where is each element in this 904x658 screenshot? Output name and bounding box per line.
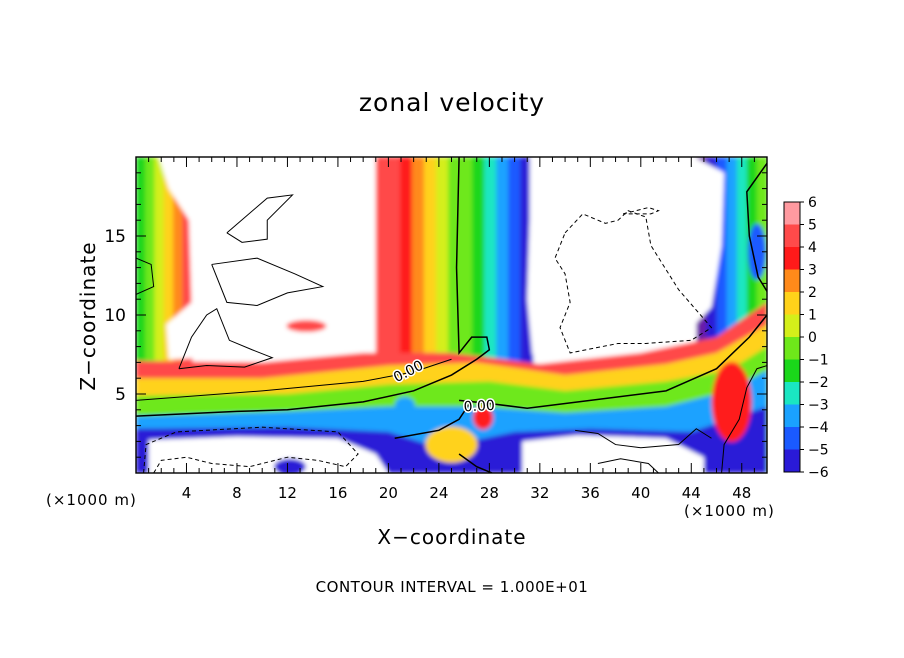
colorbar-swatch — [784, 224, 800, 248]
colorbar-swatch — [784, 269, 800, 293]
chart-title: zonal velocity — [358, 88, 546, 117]
x-tick-label: 28 — [480, 484, 499, 502]
dashed-contour-bottom — [143, 426, 359, 473]
left-edge-band — [145, 157, 156, 473]
colorbar-label: 4 — [808, 240, 817, 256]
colorbar-label: 5 — [808, 218, 817, 234]
contour-label: 0.00 — [463, 398, 495, 416]
x-axis-unit-left: (×1000 m) — [46, 491, 137, 509]
colorbar-swatch — [784, 359, 800, 383]
y-tick-label: 10 — [104, 306, 126, 326]
colorbar-label: −5 — [808, 443, 829, 459]
left-edge-band — [154, 157, 165, 473]
x-tick-label: 20 — [379, 484, 398, 502]
colorbar-swatch — [784, 337, 800, 360]
upper-right-still-region — [527, 157, 725, 355]
colorbar-label: 3 — [808, 263, 817, 279]
colorbar-label: −2 — [808, 375, 829, 391]
contour-upper-left — [136, 358, 452, 401]
colorbar-label: 2 — [808, 285, 817, 301]
left-edge-band — [163, 157, 175, 473]
lower-right-still-region — [522, 435, 704, 473]
colorbar-label: −3 — [808, 398, 829, 414]
contour-loop-1 — [226, 194, 294, 243]
right-edge-blue — [747, 223, 766, 280]
contour-right-column — [721, 365, 767, 473]
x-tick-label: 24 — [429, 484, 448, 502]
contour-lower-center — [394, 399, 473, 439]
colorbar-swatch — [784, 247, 800, 270]
colorbar-label: −1 — [808, 353, 829, 369]
x-tick-label: 32 — [530, 484, 549, 502]
right-edge-band — [706, 157, 718, 473]
y-tick-label: 5 — [115, 385, 126, 405]
x-axis-unit-right: (×1000 m) — [684, 502, 775, 520]
colorbar-label: 1 — [808, 308, 817, 324]
y-tick-label: 15 — [104, 227, 126, 247]
right-edge-band — [716, 157, 728, 473]
red-patch — [286, 320, 327, 333]
contour-bottom-right — [575, 428, 712, 449]
colorbar-swatch — [784, 202, 800, 225]
upper-left-still-region — [158, 157, 374, 360]
blue-spot — [394, 397, 415, 414]
y-axis-label: Z−coordinate — [76, 241, 100, 391]
contour-left-edge — [136, 257, 155, 295]
x-tick-label: 4 — [182, 484, 192, 502]
contour-interval-note: CONTOUR INTERVAL = 1.000E+01 — [315, 578, 589, 596]
right-red-column — [711, 361, 752, 442]
contour-lower-tail — [458, 453, 493, 473]
x-tick-label: 36 — [581, 484, 600, 502]
blue-patch — [273, 458, 306, 473]
colorbar: 6 5 4 3 2 1 0 −1 −2 −3 −4 −5 −6 — [783, 195, 829, 481]
field-layers — [136, 157, 767, 473]
colorbar-swatch — [784, 292, 800, 315]
x-tick-label: 8 — [232, 484, 242, 502]
x-tick-label: 48 — [732, 484, 751, 502]
colorbar-swatch — [784, 382, 800, 405]
colorbar-label: −6 — [808, 465, 829, 481]
yellow-patch — [425, 426, 478, 463]
colorbar-swatch — [784, 449, 800, 473]
x-tick-label: 40 — [631, 484, 650, 502]
lower-left-still-region — [148, 436, 389, 473]
dashed-contour-small — [623, 207, 660, 215]
zero-contour-left — [136, 157, 491, 417]
colorbar-swatch — [784, 404, 800, 428]
colorbar-label: 6 — [808, 195, 817, 211]
x-tick-label: 16 — [328, 484, 347, 502]
contour-loop-3 — [178, 307, 274, 370]
x-axis-label: X−coordinate — [0, 525, 904, 549]
contour-right-edge — [746, 162, 767, 292]
colorbar-label: −4 — [808, 420, 829, 436]
colorbar-swatch — [784, 427, 800, 450]
colorbar-label: 0 — [808, 330, 817, 346]
right-edge-band — [736, 157, 748, 473]
x-axis-label-text: X−coordinate — [377, 525, 527, 549]
colorbar-swatch — [784, 314, 800, 338]
velocity-field — [136, 157, 767, 473]
contour-loop-2 — [211, 257, 325, 307]
orange-patch — [473, 405, 494, 430]
x-tick-label: 12 — [278, 484, 297, 502]
x-tick-label: 44 — [682, 484, 701, 502]
right-edge-band — [726, 157, 738, 473]
zero-contour-right — [458, 314, 767, 409]
dashed-contour-right — [554, 210, 713, 354]
